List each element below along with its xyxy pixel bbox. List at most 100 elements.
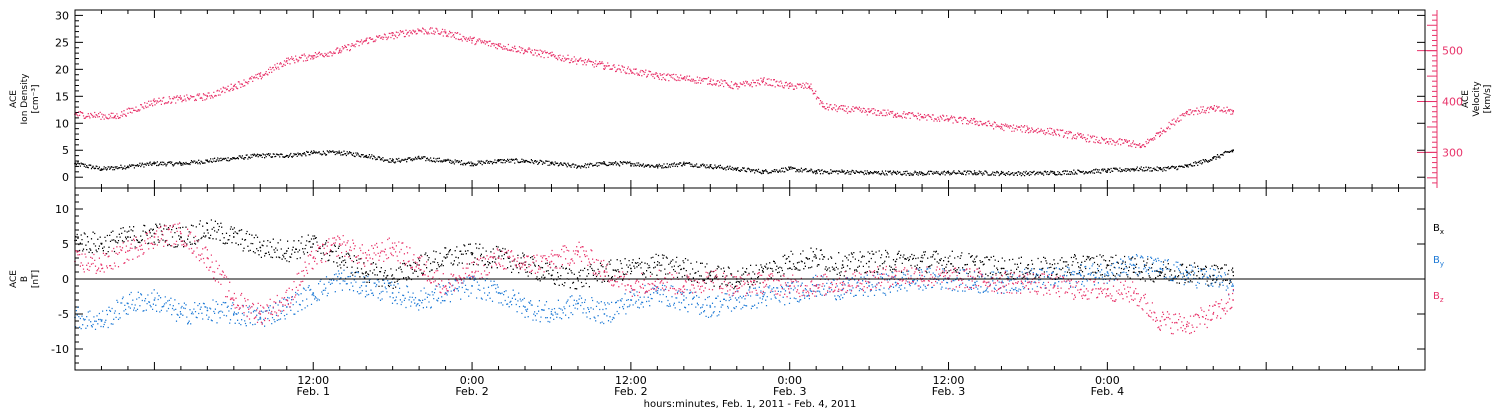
series-bottom-2-point <box>1080 288 1082 291</box>
series-bottom-1-point <box>285 306 288 308</box>
series-bottom-0-point <box>947 260 950 263</box>
field-tick-label: 0 <box>62 273 69 286</box>
series-bottom-0-point <box>762 271 765 273</box>
x-time-tick-label: 12:00 <box>615 374 647 387</box>
series-top-1-point <box>550 54 553 57</box>
series-top-0-point <box>921 172 923 175</box>
density-axis-label-line3: [cm⁻³] <box>31 84 41 113</box>
series-bottom-2-point <box>312 257 315 259</box>
series-bottom-0-point <box>709 274 712 277</box>
series-bottom-0-point <box>180 236 182 238</box>
legend-bx: Bx <box>1433 223 1444 236</box>
series-top-1-point <box>630 70 632 72</box>
series-top-1-point <box>1053 131 1056 134</box>
field-tick-label: -10 <box>51 343 69 356</box>
series-top-0-point <box>735 168 738 171</box>
bottom-axis-ticks: -10 -5 0 5 10 <box>51 194 1425 364</box>
series-bottom-1-point <box>1159 267 1162 270</box>
series-bottom-2-point <box>153 236 156 238</box>
x-date-tick-label: Feb. 2 <box>614 385 647 398</box>
velocity-axis-label-line1: ACE <box>1461 90 1471 108</box>
series-bottom-1-point <box>232 313 235 315</box>
series-top-0-point <box>365 154 368 157</box>
x-time-tick-label: 0:00 <box>777 374 802 387</box>
series-top-0-point <box>1159 168 1162 171</box>
series-bottom-0-point <box>100 243 103 245</box>
series-top-0-point <box>709 165 712 168</box>
x-date-tick-label: Feb. 1 <box>297 385 330 398</box>
series-top-1-point <box>841 108 844 111</box>
series-bottom-2-point <box>577 250 579 252</box>
density-tick-label: 0 <box>62 171 69 184</box>
series-bottom-1-point <box>444 292 447 294</box>
series-bottom-0-point <box>1232 271 1234 273</box>
series-top-1-point <box>153 100 156 103</box>
series-top-1-point <box>285 60 288 62</box>
series-bottom-1-point <box>762 295 765 298</box>
series-top-1-point <box>1232 110 1234 113</box>
series-top-0-point <box>338 152 341 154</box>
series-top-0-point <box>656 165 659 168</box>
series-bottom-2-point <box>1000 281 1003 284</box>
series-bottom-0-point <box>312 243 315 245</box>
field-axis-label-line2: B <box>20 276 30 282</box>
series-top-0-point <box>418 157 420 160</box>
series-bottom-2-point <box>365 257 368 259</box>
series-bottom-2-point <box>1132 292 1135 294</box>
series-bottom-1-point <box>524 306 526 308</box>
series-top-0-point <box>1053 172 1056 174</box>
series-top-1-point <box>391 34 394 37</box>
series-bottom-2-point <box>630 285 632 287</box>
series-top-1-point <box>947 118 950 121</box>
series-bottom-0-point <box>1000 267 1003 270</box>
series-top-0-point <box>1106 169 1109 172</box>
series-bottom-1-point <box>153 299 156 301</box>
series-bottom-1-point <box>1185 274 1188 277</box>
series-top-0-point <box>391 160 394 162</box>
series-bottom-0-point <box>232 236 235 238</box>
series-top-0-point <box>1212 157 1215 160</box>
series-top-0-point <box>180 162 182 165</box>
x-time-tick-label: 12:00 <box>297 374 329 387</box>
series-bottom-1-point <box>1132 264 1135 266</box>
series-top-1-point <box>1126 141 1129 144</box>
series-bottom-1-point <box>868 285 870 287</box>
series-bottom-1-point <box>391 292 394 294</box>
series-bottom-0-point <box>630 267 632 270</box>
series-bottom-2-point <box>127 250 129 252</box>
series-bottom-2-point <box>338 243 341 245</box>
series-top-1-point <box>974 121 976 123</box>
series-bottom-1-point <box>127 302 129 305</box>
x-time-tick-label: 12:00 <box>933 374 965 387</box>
series-top-1-point <box>821 105 824 108</box>
series-bottom-1-point <box>894 281 897 284</box>
series-top-1-point <box>497 44 500 47</box>
series-top-1-point <box>1000 126 1003 128</box>
series-top-0-point <box>471 162 473 165</box>
series-bottom-1-point <box>974 281 976 284</box>
series-bottom-1-point <box>630 299 632 301</box>
series-top-1-dots <box>75 27 1234 149</box>
series-bottom-2-point <box>550 260 553 263</box>
series-bottom-0-point <box>471 253 473 256</box>
x-date-tick-label: Feb. 2 <box>455 385 488 398</box>
series-bottom-1-point <box>577 302 579 305</box>
legend: Bx By Bz <box>1433 223 1444 304</box>
series-top-0-point <box>312 152 315 154</box>
series-bottom-1-point <box>709 306 712 308</box>
series-top-1-point <box>682 77 685 80</box>
series-bottom-1-point <box>735 299 738 301</box>
legend-by: By <box>1433 255 1444 268</box>
series-bottom-0-point <box>682 267 685 270</box>
series-bottom-2-point <box>894 274 897 277</box>
field-axis-label-line1: ACE <box>9 270 19 288</box>
series-top-1-point <box>259 75 262 77</box>
series-bottom-0-point <box>444 257 447 259</box>
series-bottom-0-point <box>894 260 897 263</box>
series-top-1-point <box>1212 108 1215 111</box>
series-bottom-2-point <box>682 285 685 287</box>
series-top-0-point <box>444 160 447 162</box>
series-bottom-1-point <box>206 309 209 312</box>
